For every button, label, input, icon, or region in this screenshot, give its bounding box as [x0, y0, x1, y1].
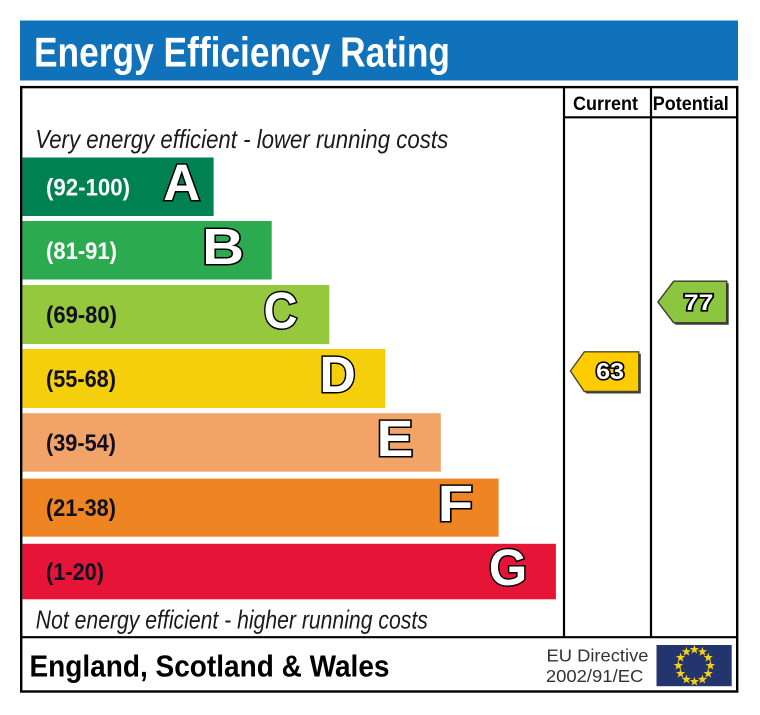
svg-text:2002/91/EC: 2002/91/EC — [546, 666, 644, 686]
svg-text:England, Scotland & Wales: England, Scotland & Wales — [30, 648, 390, 683]
svg-text:(55-68): (55-68) — [46, 366, 116, 393]
svg-text:(21-38): (21-38) — [46, 495, 116, 522]
svg-text:C: C — [264, 282, 298, 339]
svg-text:(81-91): (81-91) — [46, 238, 117, 265]
svg-text:(92-100): (92-100) — [46, 174, 130, 201]
svg-text:(1-20): (1-20) — [46, 559, 104, 586]
svg-text:EU Directive: EU Directive — [547, 645, 649, 665]
svg-text:Not energy efficient - higher: Not energy efficient - higher running co… — [36, 604, 428, 634]
svg-text:Energy Efficiency Rating: Energy Efficiency Rating — [34, 28, 450, 75]
svg-text:Current: Current — [573, 93, 638, 115]
svg-text:D: D — [320, 346, 356, 403]
svg-text:(69-80): (69-80) — [46, 302, 117, 329]
svg-text:(39-54): (39-54) — [46, 430, 116, 457]
svg-text:G: G — [489, 539, 527, 596]
svg-text:63: 63 — [596, 358, 624, 384]
svg-text:77: 77 — [684, 290, 714, 315]
svg-text:Potential: Potential — [653, 93, 729, 115]
svg-text:A: A — [163, 154, 200, 211]
svg-text:E: E — [377, 410, 414, 467]
svg-text:Very energy efficient - lower: Very energy efficient - lower running co… — [35, 124, 448, 154]
svg-text:B: B — [202, 218, 244, 275]
svg-text:F: F — [438, 475, 474, 532]
